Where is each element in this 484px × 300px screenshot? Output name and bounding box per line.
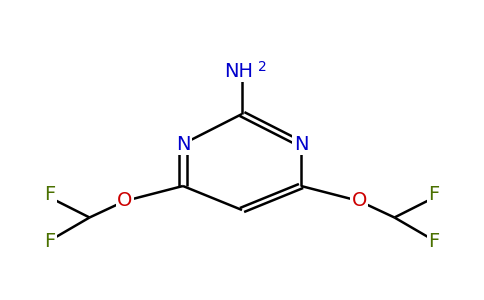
- Text: F: F: [44, 232, 56, 251]
- Text: O: O: [117, 191, 133, 211]
- Text: N: N: [294, 134, 308, 154]
- Text: F: F: [428, 232, 440, 251]
- Text: N: N: [176, 134, 190, 154]
- Text: 2: 2: [258, 60, 267, 74]
- Text: O: O: [351, 191, 367, 211]
- Text: NH: NH: [224, 62, 253, 81]
- Text: F: F: [44, 185, 56, 205]
- Text: F: F: [428, 185, 440, 205]
